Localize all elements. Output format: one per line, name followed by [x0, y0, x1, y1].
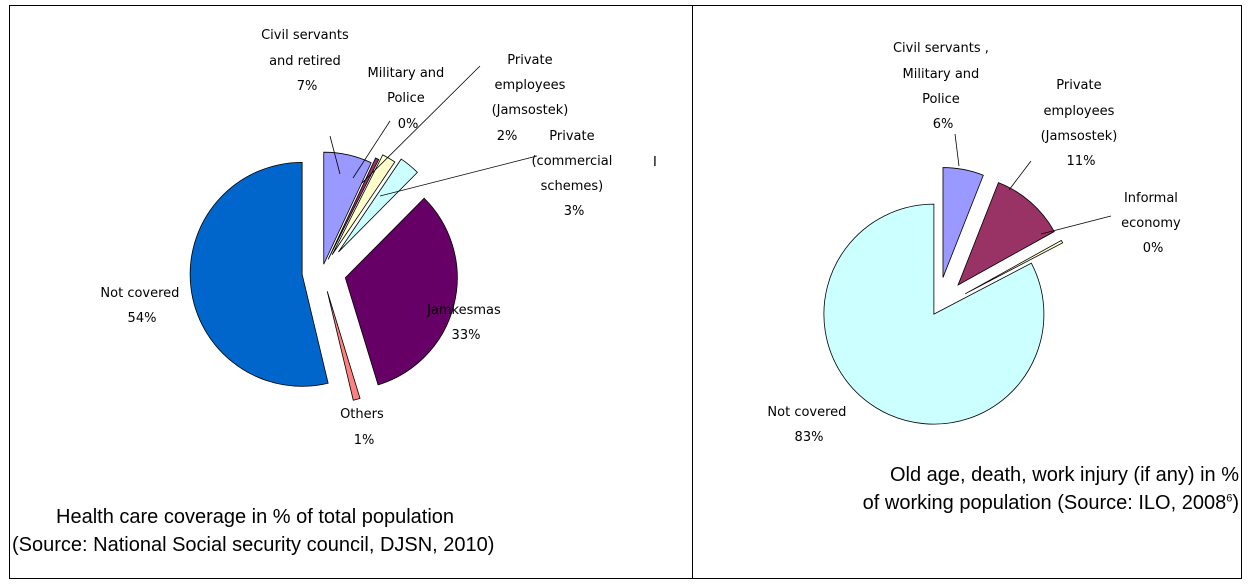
- left-chart-caption: Health care coverage in % of total popul…: [12, 503, 684, 559]
- label-not-covered: Not covered 83%: [767, 405, 850, 445]
- label-civil-servants: Civil servants and retired 7%: [261, 28, 353, 94]
- pie-slice-others: [326, 291, 361, 401]
- pie-slice-private-employees-jamsostek: [331, 154, 396, 255]
- label-private-commercial: Private (commercial schemes) 3%: [531, 129, 616, 219]
- label-jamkesmas: Jamkesmas 33%: [426, 303, 505, 343]
- pie-slice-informal-economy: [964, 239, 1064, 295]
- right-caption-line1: Old age, death, work injury (if any) in …: [889, 464, 1239, 486]
- pie-slice-civil-servants-and-retired: [323, 151, 372, 265]
- leader-line-private-employees: [361, 65, 481, 184]
- pie-slice-not-covered: [189, 161, 329, 387]
- stray-mark: I: [653, 155, 657, 170]
- pie-slice-military-and-police: [327, 157, 380, 260]
- label-military-police: Military and Police 0%: [368, 66, 449, 132]
- label-civil-servants: Civil servants , Military and Police 6%: [893, 41, 993, 132]
- label-private-employees: Private employees (Jamsostek) 11%: [1041, 78, 1122, 169]
- leader-line-civil: [329, 135, 341, 175]
- right-chart-panel: Civil servants , Military and Police 6% …: [692, 5, 1242, 579]
- right-caption-line2: of working population (Source: ILO, 2008…: [862, 492, 1239, 514]
- leader-line-informal: [1040, 215, 1112, 235]
- label-not-covered: Not covered 54%: [100, 286, 183, 326]
- left-caption-line2: (Source: National Social security counci…: [12, 534, 495, 556]
- pie-slice-civil-servants-military-and-police: [942, 167, 984, 278]
- right-pie-chart: Civil servants , Military and Police 6% …: [767, 41, 1185, 445]
- pie-slice-private-employees-jamsostek: [957, 182, 1055, 286]
- label-informal-economy: Informal economy 0%: [1121, 191, 1185, 256]
- left-pie-chart: Civil servants and retired 7% Military a…: [100, 28, 657, 448]
- pie-slice-not-covered: [823, 203, 1045, 425]
- pie-slice-private-commercial-schemes: [338, 158, 418, 253]
- leader-line-private-employees: [1008, 160, 1032, 191]
- label-others: Others 1%: [340, 407, 388, 448]
- left-chart-panel: Civil servants and retired 7% Military a…: [9, 5, 693, 579]
- label-private-employees: Private employees (Jamsostek) 2%: [492, 53, 573, 144]
- right-chart-caption: Old age, death, work injury (if any) in …: [693, 461, 1239, 517]
- pie-slice-jamkesmas: [344, 197, 458, 386]
- leader-line-civil: [954, 133, 960, 167]
- left-caption-line1: Health care coverage in % of total popul…: [56, 506, 455, 528]
- leader-line-military: [352, 120, 391, 179]
- leader-line-private-commercial: [379, 155, 538, 197]
